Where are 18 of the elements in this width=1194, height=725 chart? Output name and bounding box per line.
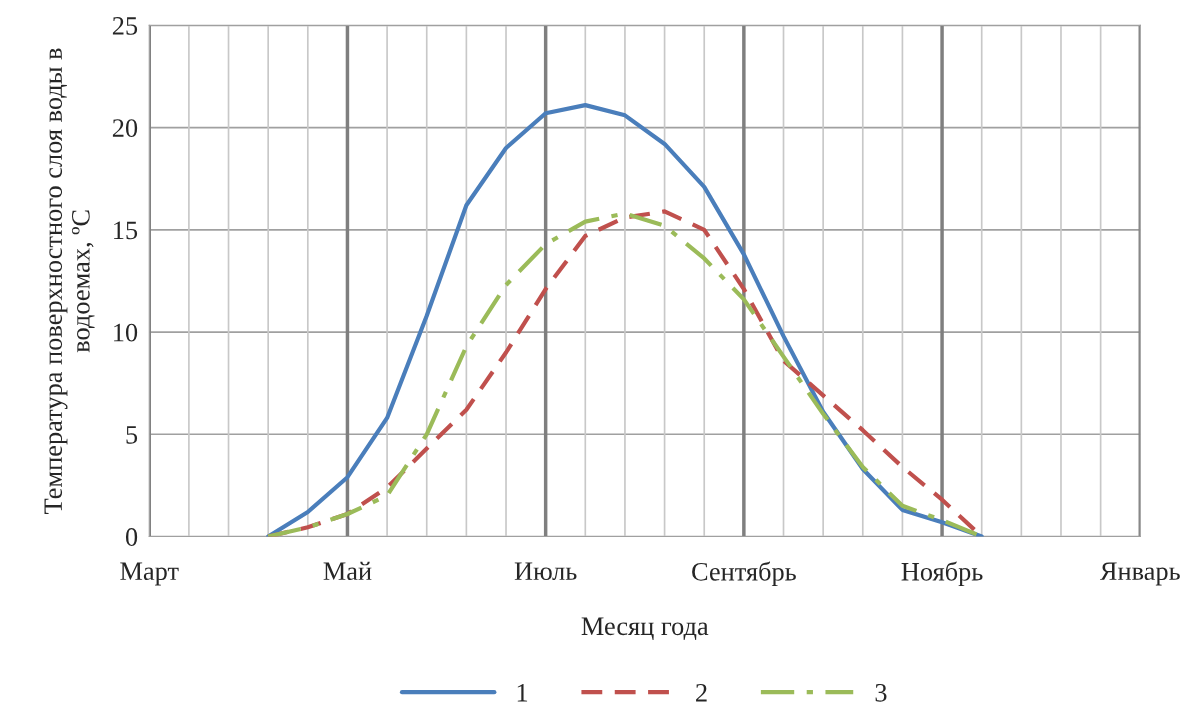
x-axis-title: Месяц года xyxy=(581,617,709,640)
y-axis-title: Температура поверхностного слоя воды в водоемах, ºC xyxy=(44,48,95,514)
legend-label: 1 xyxy=(517,683,528,702)
x-tick-label: Июль xyxy=(514,562,577,581)
y-tick-label: 10 xyxy=(114,323,138,342)
line-series xyxy=(266,103,984,537)
y-tick-label: 0 xyxy=(125,528,138,546)
y-tick-label: 5 xyxy=(126,426,138,444)
x-tick-label: Ноябрь xyxy=(901,561,983,587)
x-tick-label: Январь xyxy=(1099,562,1180,586)
x-tick-label: Май xyxy=(323,561,372,581)
legend-label: 2 xyxy=(696,683,707,702)
x-tick-label: Сентябрь xyxy=(692,561,796,587)
x-tick-label: Март xyxy=(120,562,179,586)
y-tick-label: 25 xyxy=(112,17,138,35)
y-tick-label: 20 xyxy=(112,119,138,138)
legend-label: 3 xyxy=(875,683,887,702)
y-tick-label: 15 xyxy=(114,221,138,240)
